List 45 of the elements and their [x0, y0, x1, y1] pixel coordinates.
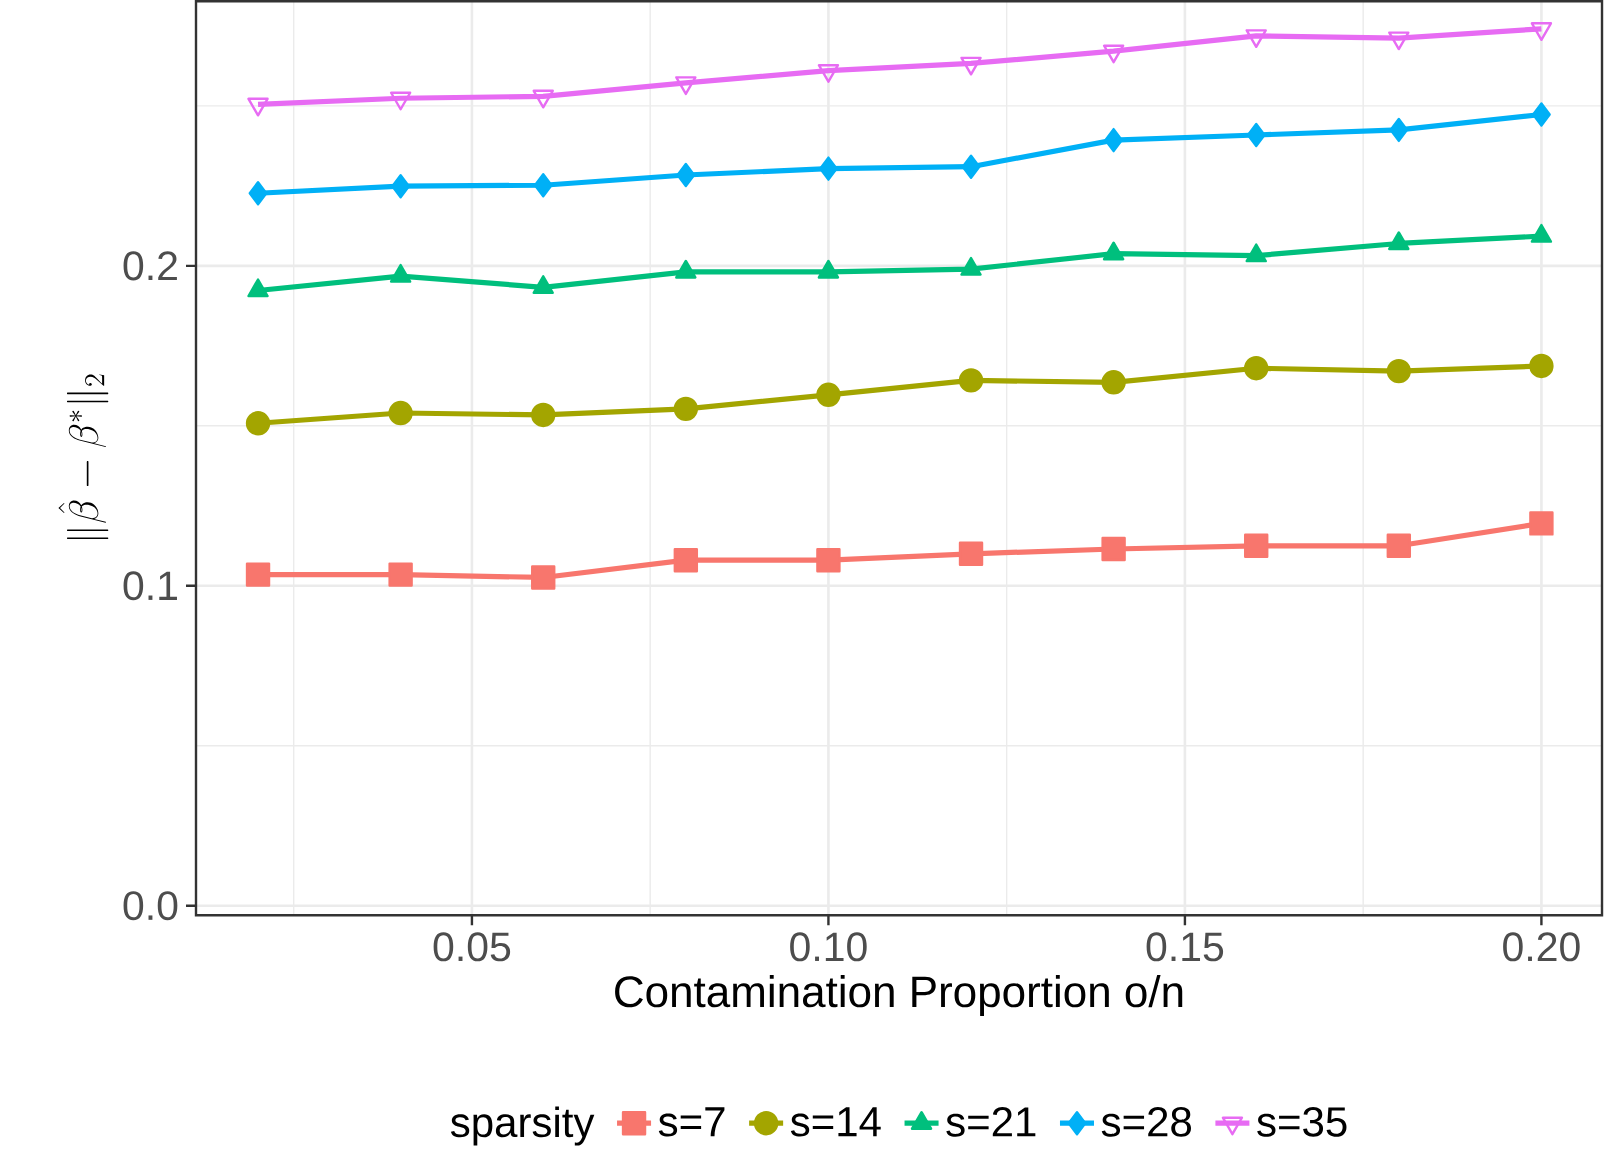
point [1104, 127, 1124, 153]
y-tick-label: 0.1 [123, 571, 177, 601]
point [673, 396, 699, 421]
point [1386, 358, 1412, 384]
point [1101, 369, 1126, 395]
point [388, 400, 413, 426]
x-tick-label: 0.05 [433, 932, 511, 962]
x-tick-label: 0.10 [790, 932, 867, 962]
point [958, 541, 984, 566]
y-axis-title: $\|\hat{\beta}-\beta^{*}\|_2$ [58, 374, 109, 539]
point [1386, 533, 1412, 558]
point [958, 368, 984, 393]
point [1246, 122, 1266, 148]
point [818, 156, 838, 181]
point [1244, 533, 1269, 558]
legend-label: s=7 [658, 1107, 725, 1137]
y-tick-label: 0.2 [123, 251, 177, 281]
point [676, 162, 696, 188]
point [1529, 511, 1554, 536]
point [531, 402, 556, 427]
point [1389, 117, 1409, 142]
point [1529, 353, 1554, 379]
point [1531, 102, 1551, 127]
x-axis-title: Contamination Proportion o/n [615, 974, 1183, 1016]
point [961, 154, 981, 179]
legend-label: s=35 [1257, 1106, 1347, 1137]
point [1244, 355, 1269, 381]
point [1101, 536, 1126, 562]
point [816, 547, 841, 573]
point [245, 562, 271, 587]
point [533, 172, 553, 198]
point [816, 382, 841, 407]
point [531, 565, 556, 590]
point [248, 180, 268, 206]
x-tick-label: 0.20 [1503, 932, 1580, 962]
legend-label: s=28 [1101, 1106, 1191, 1137]
legend-label: s=21 [946, 1106, 1036, 1137]
x-tick-label: 0.15 [1146, 932, 1224, 962]
legend-title: sparsity [450, 1106, 595, 1146]
y-tick-label: 0.0 [123, 891, 178, 921]
legend-label: s=14 [790, 1107, 881, 1137]
point [391, 173, 411, 199]
point [245, 410, 271, 436]
point [388, 562, 413, 587]
point [673, 547, 699, 573]
